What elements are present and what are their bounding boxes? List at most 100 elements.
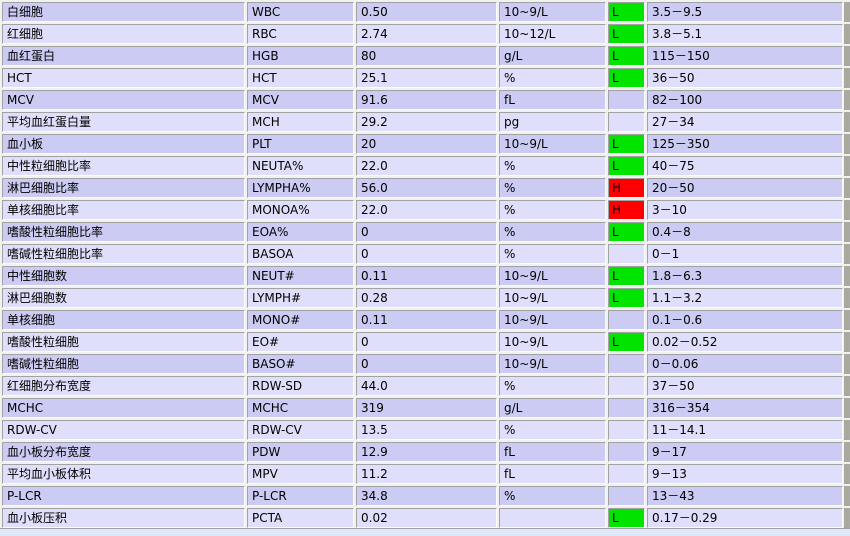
- test-name-cell: 嗜酸性粒细胞比率: [2, 222, 245, 242]
- test-name-cell: 中性细胞数: [2, 266, 245, 286]
- result-row[interactable]: 白细胞 WBC 0.50 10~9/L L 3.5－9.5: [0, 2, 850, 22]
- result-row[interactable]: P-LCR P-LCR 34.8 % 13－43: [0, 486, 850, 506]
- test-name-cell: 单核细胞比率: [2, 200, 245, 220]
- result-row[interactable]: 血小板压积 PCTA 0.02 L 0.17－0.29: [0, 508, 850, 528]
- test-name-cell: 嗜碱性粒细胞: [2, 354, 245, 374]
- right-edge-strip: [844, 442, 850, 462]
- value-cell: 0: [356, 222, 497, 242]
- result-row[interactable]: 血小板分布宽度 PDW 12.9 fL 9－17: [0, 442, 850, 462]
- result-row[interactable]: MCV MCV 91.6 fL 82－100: [0, 90, 850, 110]
- result-row[interactable]: 平均血红蛋白量 MCH 29.2 pg 27－34: [0, 112, 850, 132]
- unit-cell: %: [499, 486, 606, 506]
- range-cell: 9－13: [647, 464, 843, 484]
- range-cell: 3.8－5.1: [647, 24, 843, 44]
- result-row[interactable]: 淋巴细胞比率 LYMPHA% 56.0 % H 20－50: [0, 178, 850, 198]
- flag-cell: L: [608, 46, 645, 66]
- right-edge-strip: [844, 24, 850, 44]
- unit-cell: g/L: [499, 46, 606, 66]
- result-row[interactable]: 单核细胞比率 MONOA% 22.0 % H 3－10: [0, 200, 850, 220]
- right-edge-strip: [844, 508, 850, 528]
- unit-cell: 10~12/L: [499, 24, 606, 44]
- test-code-cell: NEUTA%: [247, 156, 354, 176]
- value-cell: 0.50: [356, 2, 497, 22]
- result-row[interactable]: 嗜碱性粒细胞比率 BASOA 0 % 0－1: [0, 244, 850, 264]
- flag-cell: [608, 442, 645, 462]
- value-cell: 20: [356, 134, 497, 154]
- test-code-cell: HGB: [247, 46, 354, 66]
- test-code-cell: PDW: [247, 442, 354, 462]
- test-name-cell: 红细胞: [2, 24, 245, 44]
- test-name-cell: RDW-CV: [2, 420, 245, 440]
- result-row[interactable]: RDW-CV RDW-CV 13.5 % 11－14.1: [0, 420, 850, 440]
- right-edge-strip: [844, 464, 850, 484]
- unit-cell: %: [499, 156, 606, 176]
- value-cell: 13.5: [356, 420, 497, 440]
- right-edge-strip: [844, 134, 850, 154]
- test-name-cell: P-LCR: [2, 486, 245, 506]
- test-code-cell: EO#: [247, 332, 354, 352]
- test-name-cell: 中性粒细胞比率: [2, 156, 245, 176]
- test-name-cell: 嗜酸性粒细胞: [2, 332, 245, 352]
- flag-cell: [608, 310, 645, 330]
- value-cell: 80: [356, 46, 497, 66]
- flag-cell: L: [608, 332, 645, 352]
- value-cell: 0: [356, 354, 497, 374]
- unit-cell: %: [499, 376, 606, 396]
- test-code-cell: MCH: [247, 112, 354, 132]
- test-code-cell: PLT: [247, 134, 354, 154]
- flag-cell: [608, 376, 645, 396]
- test-code-cell: BASOA: [247, 244, 354, 264]
- test-name-cell: 淋巴细胞数: [2, 288, 245, 308]
- result-row[interactable]: 嗜酸性粒细胞 EO# 0 10~9/L L 0.02－0.52: [0, 332, 850, 352]
- test-name-cell: 淋巴细胞比率: [2, 178, 245, 198]
- result-row[interactable]: 中性粒细胞比率 NEUTA% 22.0 % L 40－75: [0, 156, 850, 176]
- result-row[interactable]: HCT HCT 25.1 % L 36－50: [0, 68, 850, 88]
- unit-cell: fL: [499, 90, 606, 110]
- flag-cell: [608, 420, 645, 440]
- result-row[interactable]: 嗜碱性粒细胞 BASO# 0 10~9/L 0－0.06: [0, 354, 850, 374]
- unit-cell: 10~9/L: [499, 310, 606, 330]
- range-cell: 1.8－6.3: [647, 266, 843, 286]
- result-row[interactable]: 平均血小板体积 MPV 11.2 fL 9－13: [0, 464, 850, 484]
- right-edge-strip: [844, 2, 850, 22]
- test-name-cell: 血小板分布宽度: [2, 442, 245, 462]
- result-row[interactable]: 血小板 PLT 20 10~9/L L 125－350: [0, 134, 850, 154]
- unit-cell: %: [499, 222, 606, 242]
- value-cell: 56.0: [356, 178, 497, 198]
- flag-cell: [608, 90, 645, 110]
- range-cell: 3.5－9.5: [647, 2, 843, 22]
- test-code-cell: RDW-SD: [247, 376, 354, 396]
- test-code-cell: BASO#: [247, 354, 354, 374]
- result-row[interactable]: 中性细胞数 NEUT# 0.11 10~9/L L 1.8－6.3: [0, 266, 850, 286]
- test-code-cell: MONOA%: [247, 200, 354, 220]
- result-row[interactable]: 淋巴细胞数 LYMPH# 0.28 10~9/L L 1.1－3.2: [0, 288, 850, 308]
- test-code-cell: MCHC: [247, 398, 354, 418]
- right-edge-strip: [844, 222, 850, 242]
- result-row[interactable]: 嗜酸性粒细胞比率 EOA% 0 % L 0.4－8: [0, 222, 850, 242]
- right-edge-strip: [844, 178, 850, 198]
- range-cell: 27－34: [647, 112, 843, 132]
- test-code-cell: NEUT#: [247, 266, 354, 286]
- right-edge-strip: [844, 68, 850, 88]
- right-edge-strip: [844, 200, 850, 220]
- result-row[interactable]: MCHC MCHC 319 g/L 316－354: [0, 398, 850, 418]
- unit-cell: 10~9/L: [499, 134, 606, 154]
- unit-cell: g/L: [499, 398, 606, 418]
- value-cell: 44.0: [356, 376, 497, 396]
- result-row[interactable]: 红细胞 RBC 2.74 10~12/L L 3.8－5.1: [0, 24, 850, 44]
- flag-cell: [608, 244, 645, 264]
- result-row[interactable]: 单核细胞 MONO# 0.11 10~9/L 0.1－0.6: [0, 310, 850, 330]
- range-cell: 37－50: [647, 376, 843, 396]
- result-row[interactable]: 红细胞分布宽度 RDW-SD 44.0 % 37－50: [0, 376, 850, 396]
- bottom-strip: [0, 528, 850, 536]
- value-cell: 91.6: [356, 90, 497, 110]
- value-cell: 22.0: [356, 200, 497, 220]
- value-cell: 0: [356, 332, 497, 352]
- test-name-cell: MCHC: [2, 398, 245, 418]
- unit-cell: 10~9/L: [499, 332, 606, 352]
- right-edge-strip: [844, 288, 850, 308]
- right-edge-strip: [844, 244, 850, 264]
- result-row[interactable]: 血红蛋白 HGB 80 g/L L 115－150: [0, 46, 850, 66]
- right-edge-strip: [844, 310, 850, 330]
- test-name-cell: 血红蛋白: [2, 46, 245, 66]
